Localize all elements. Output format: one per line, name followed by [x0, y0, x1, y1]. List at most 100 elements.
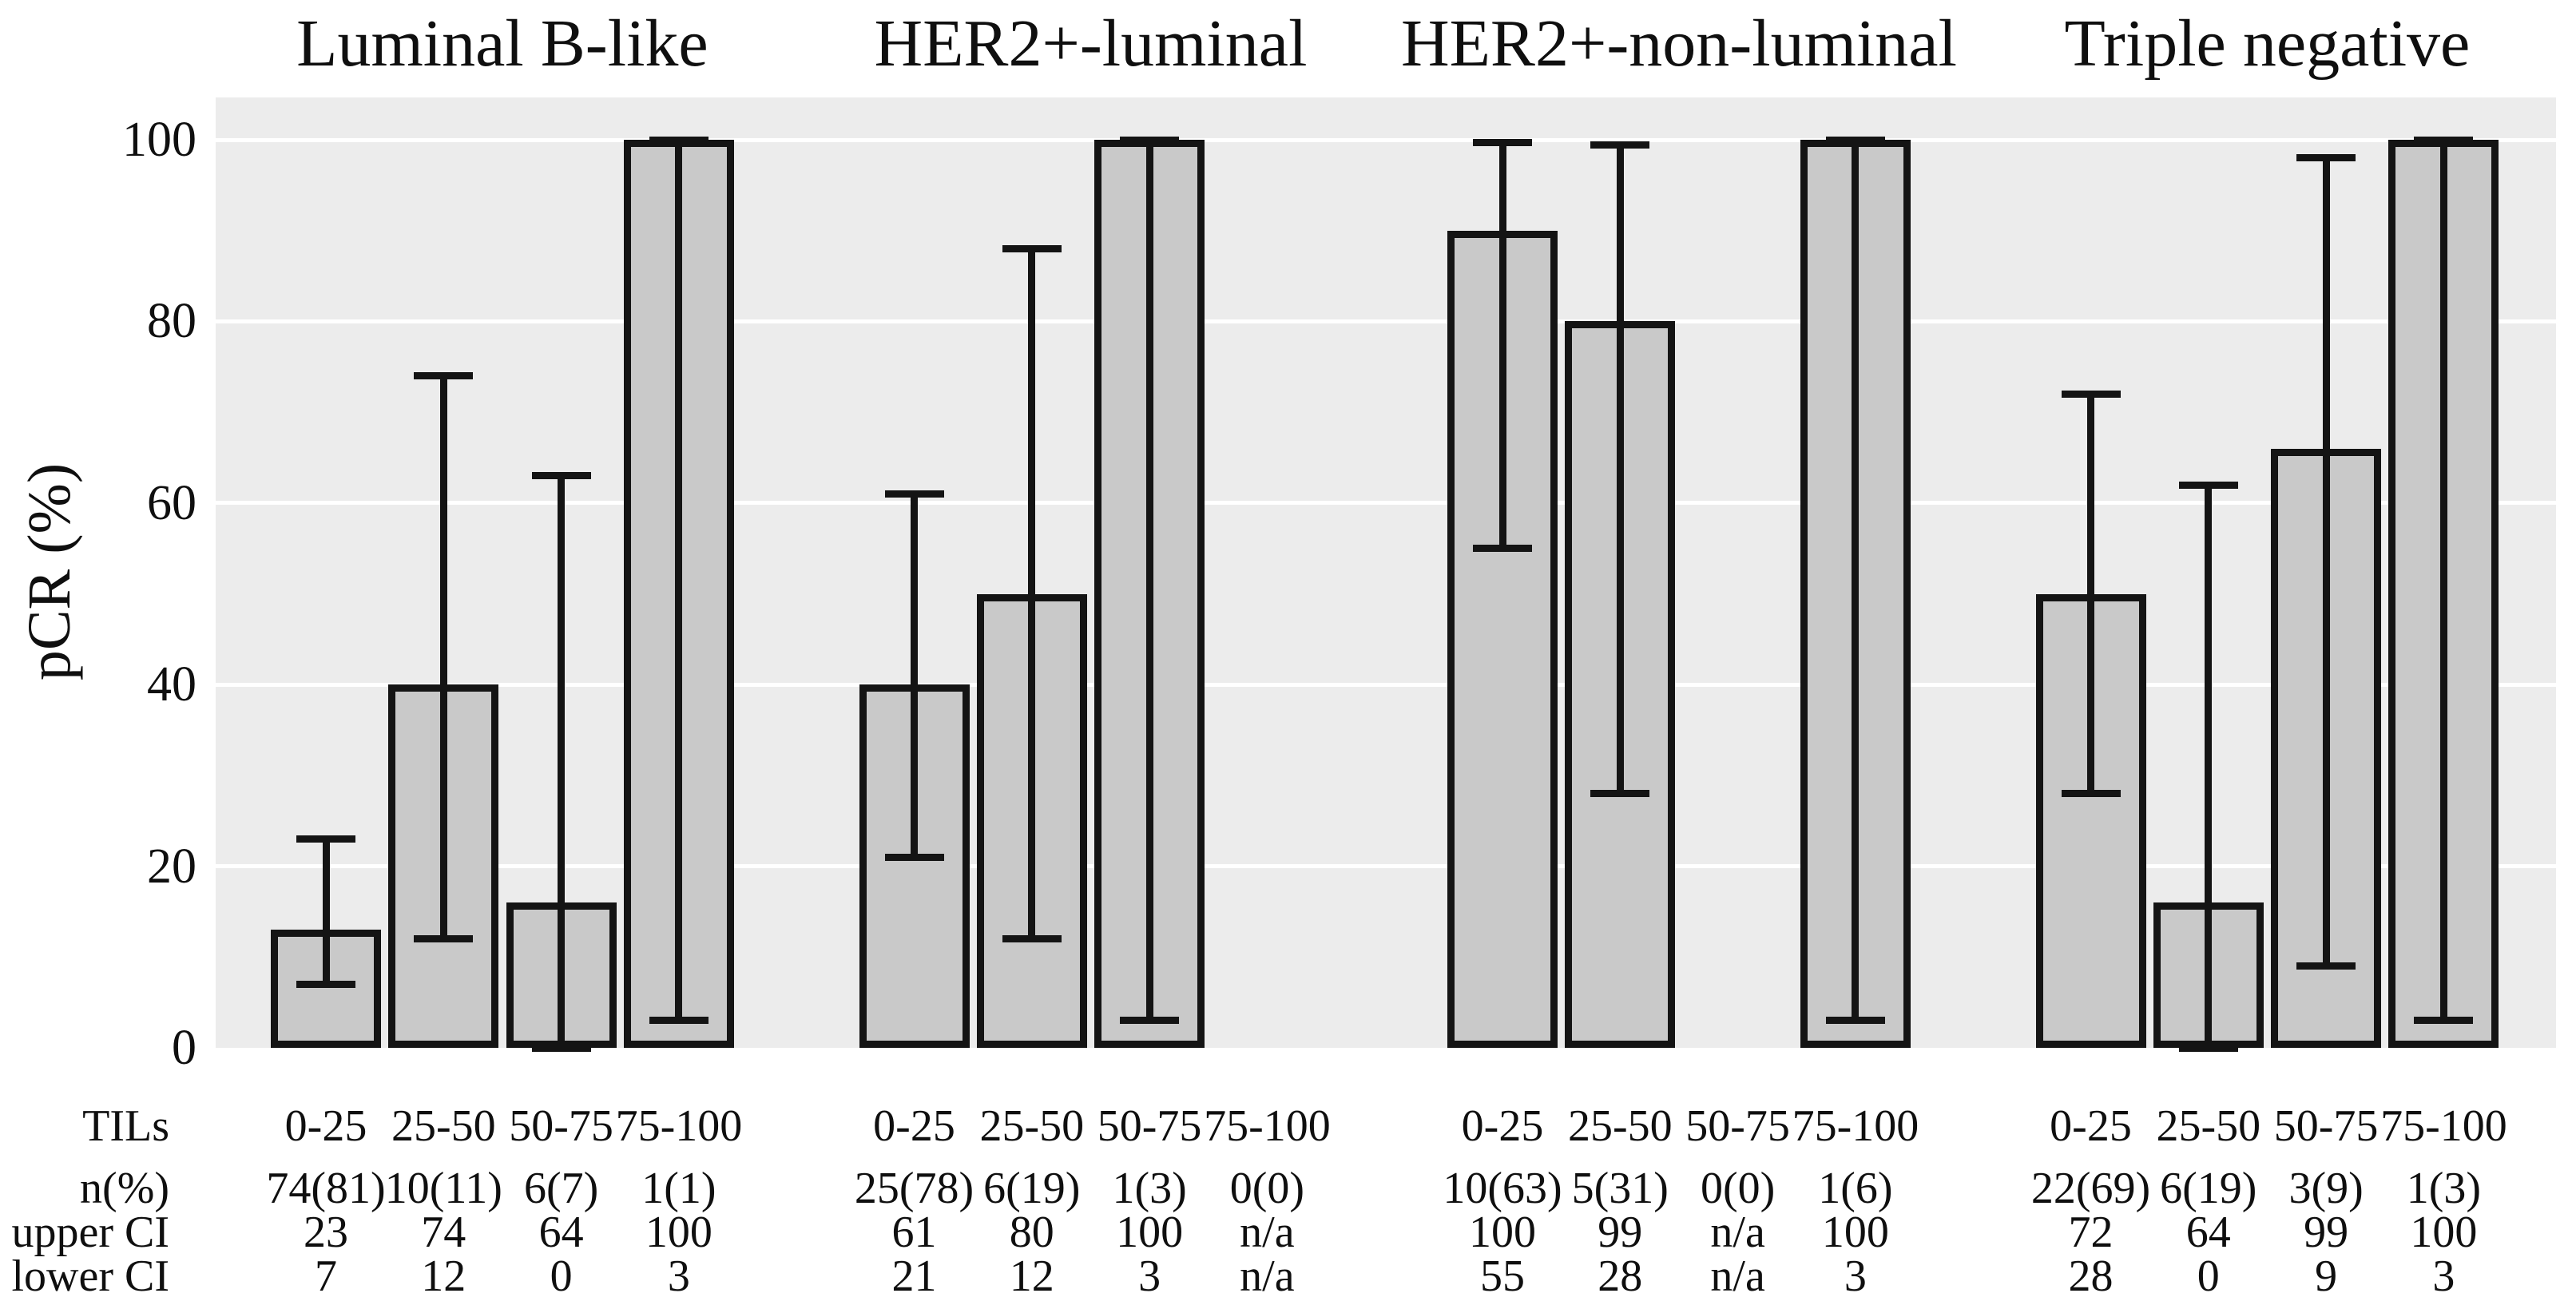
- error-bar-cap-upper: [1590, 141, 1650, 149]
- error-bar-line: [2322, 157, 2330, 966]
- lower-ci-value: 9: [2315, 1251, 2338, 1301]
- n-percent-value: 10(63): [1443, 1164, 1562, 1213]
- gridline-60: [216, 501, 2556, 506]
- n-percent-value: 0(0): [1229, 1164, 1305, 1213]
- plot-panel: [216, 97, 2556, 1048]
- error-bar-cap-lower: [414, 935, 474, 943]
- error-bar-cap-lower: [1120, 1017, 1180, 1025]
- upper-ci-value: 100: [2410, 1208, 2478, 1257]
- upper-ci-value: 72: [2068, 1208, 2114, 1257]
- error-bar-cap-upper: [1473, 138, 1532, 146]
- n-percent-value: 6(19): [2160, 1164, 2257, 1213]
- upper-ci-value: 64: [538, 1208, 584, 1257]
- error-bar-line: [1145, 140, 1153, 1021]
- lower-ci-value: 12: [421, 1251, 466, 1301]
- error-bar-cap-upper: [414, 372, 474, 380]
- n-percent-value: 5(31): [1571, 1164, 1669, 1213]
- error-bar-line: [911, 494, 918, 858]
- error-bar-cap-upper: [531, 472, 591, 480]
- error-bar-cap-lower: [2296, 962, 2356, 970]
- n-percent-value: 1(3): [2406, 1164, 2482, 1213]
- error-bar-cap-upper: [649, 136, 708, 144]
- tils-category-label: 75-100: [1204, 1101, 1331, 1151]
- group-title-3: HER2+-non-luminal: [1400, 6, 1957, 81]
- tils-category-label: 0-25: [873, 1101, 955, 1151]
- error-bar-cap-lower: [2414, 1017, 2474, 1025]
- n-percent-value: 6(19): [983, 1164, 1081, 1213]
- lower-ci-value: 7: [315, 1251, 337, 1301]
- error-bar-cap-lower: [884, 853, 944, 861]
- row-label-tils: TILs: [82, 1101, 169, 1151]
- y-tick-label-20: 20: [147, 839, 196, 894]
- group-title-1: Luminal B-like: [296, 6, 708, 81]
- upper-ci-value: 61: [891, 1208, 937, 1257]
- lower-ci-value: 28: [2068, 1251, 2114, 1301]
- row-label-lower-ci: lower CI: [11, 1251, 169, 1301]
- tils-category-label: 25-50: [1567, 1101, 1673, 1151]
- n-percent-value: 22(69): [2030, 1164, 2151, 1213]
- error-bar-cap-upper: [1825, 136, 1885, 144]
- lower-ci-value: 3: [1844, 1251, 1867, 1301]
- error-bar-line: [439, 375, 447, 939]
- tils-category-label: 50-75: [509, 1101, 613, 1151]
- n-percent-value: 0(0): [1700, 1164, 1776, 1213]
- error-bar-line: [1852, 140, 1860, 1021]
- n-percent-value: 1(3): [1112, 1164, 1187, 1213]
- upper-ci-value: 100: [645, 1208, 712, 1257]
- upper-ci-value: 99: [2304, 1208, 2349, 1257]
- y-tick-label-60: 60: [147, 475, 196, 530]
- group-title-4: Triple negative: [2064, 6, 2471, 81]
- upper-ci-value: 100: [1116, 1208, 1184, 1257]
- row-label-upper-ci: upper CI: [11, 1208, 169, 1257]
- gridline-100: [216, 137, 2556, 142]
- lower-ci-value: 28: [1598, 1251, 1643, 1301]
- y-tick-label-40: 40: [147, 657, 196, 712]
- error-bar-cap-lower: [1825, 1017, 1885, 1025]
- error-bar-line: [1498, 142, 1506, 549]
- upper-ci-value: 80: [1009, 1208, 1054, 1257]
- error-bar-cap-upper: [2414, 136, 2474, 144]
- tils-category-label: 0-25: [1461, 1101, 1544, 1151]
- error-bar-line: [2205, 485, 2213, 1048]
- upper-ci-value: 100: [1469, 1208, 1536, 1257]
- upper-ci-value: 99: [1598, 1208, 1643, 1257]
- lower-ci-value: n/a: [1710, 1251, 1765, 1301]
- error-bar-cap-lower: [296, 980, 355, 988]
- error-bar-cap-lower: [531, 1044, 591, 1052]
- error-bar-line: [1028, 248, 1036, 939]
- y-tick-label-0: 0: [172, 1021, 196, 1075]
- lower-ci-value: 3: [1138, 1251, 1161, 1301]
- error-bar-line: [675, 140, 683, 1021]
- n-percent-value: 10(11): [384, 1164, 502, 1213]
- tils-category-label: 75-100: [615, 1101, 743, 1151]
- n-percent-value: 1(6): [1818, 1164, 1893, 1213]
- tils-category-label: 75-100: [1792, 1101, 1919, 1151]
- upper-ci-value: n/a: [1240, 1208, 1295, 1257]
- y-axis-title: pCR (%): [16, 462, 83, 681]
- error-bar-cap-lower: [2061, 790, 2121, 798]
- upper-ci-value: 100: [1821, 1208, 1889, 1257]
- error-bar-cap-upper: [2296, 154, 2356, 162]
- lower-ci-value: 3: [667, 1251, 690, 1301]
- tils-category-label: 50-75: [1097, 1101, 1202, 1151]
- n-percent-value: 1(1): [641, 1164, 716, 1213]
- lower-ci-value: 55: [1480, 1251, 1525, 1301]
- upper-ci-value: n/a: [1710, 1208, 1765, 1257]
- gridline-80: [216, 319, 2556, 323]
- error-bar-cap-upper: [2178, 481, 2238, 489]
- lower-ci-value: 12: [1009, 1251, 1054, 1301]
- tils-category-label: 25-50: [979, 1101, 1085, 1151]
- error-bar-cap-lower: [649, 1017, 708, 1025]
- error-bar-cap-lower: [2178, 1044, 2238, 1052]
- error-bar-line: [2439, 140, 2447, 1021]
- error-bar-cap-lower: [1002, 935, 1062, 943]
- error-bar-line: [558, 475, 566, 1048]
- y-tick-label-100: 100: [122, 113, 196, 167]
- error-bar-cap-upper: [1120, 136, 1180, 144]
- lower-ci-value: 21: [891, 1251, 937, 1301]
- tils-category-label: 50-75: [1685, 1101, 1790, 1151]
- tils-category-label: 0-25: [284, 1101, 367, 1151]
- y-tick-label-80: 80: [147, 294, 196, 349]
- upper-ci-value: 74: [421, 1208, 466, 1257]
